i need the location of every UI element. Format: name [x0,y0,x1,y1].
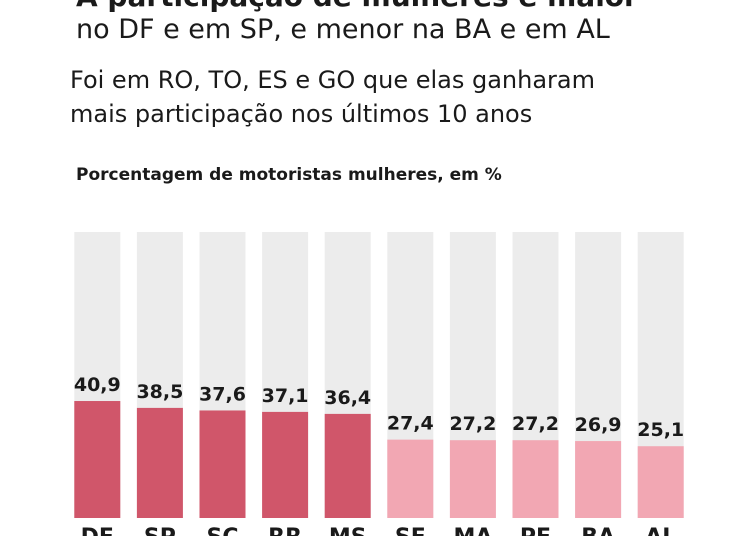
bar [637,446,684,518]
value-label: 26,9 [575,414,622,436]
value-label: 37,1 [262,385,309,407]
description-line: mais participação nos últimos 10 anos [70,100,532,128]
bar [387,439,434,518]
value-label: 40,9 [74,374,121,396]
x-tick-label: PE [520,525,551,536]
x-tick-label: RR [268,525,302,536]
value-label: 27,2 [512,413,559,435]
value-label: 38,5 [136,381,183,403]
value-label: 36,4 [324,387,371,409]
x-tick-label: BA [581,525,615,536]
x-tick-label: MA [453,525,492,536]
bar [199,410,246,518]
axis-label: Porcentagem de motoristas mulheres, em % [76,165,502,185]
chart-title: A participação de mulheres é maior [76,0,638,13]
value-label: 37,6 [199,383,246,405]
description-line: Foi em RO, TO, ES e GO que elas ganharam [70,66,595,94]
value-label: 27,4 [387,413,434,435]
bar [575,441,622,518]
bar [512,440,559,518]
x-tick-label: SP [144,525,176,536]
bar [449,440,496,518]
bar [74,401,121,518]
bar [136,407,183,518]
value-label: 25,1 [637,419,684,441]
x-tick-label: MS [329,525,367,536]
value-label: 27,2 [449,413,496,435]
bar [324,413,371,518]
x-tick-label: AL [645,525,676,536]
bar [262,411,309,518]
x-tick-label: SE [395,525,426,536]
x-tick-label: DF [81,525,114,536]
chart-subtitle: no DF e em SP, e menor na BA e em AL [76,14,610,45]
x-tick-label: SC [207,525,239,536]
